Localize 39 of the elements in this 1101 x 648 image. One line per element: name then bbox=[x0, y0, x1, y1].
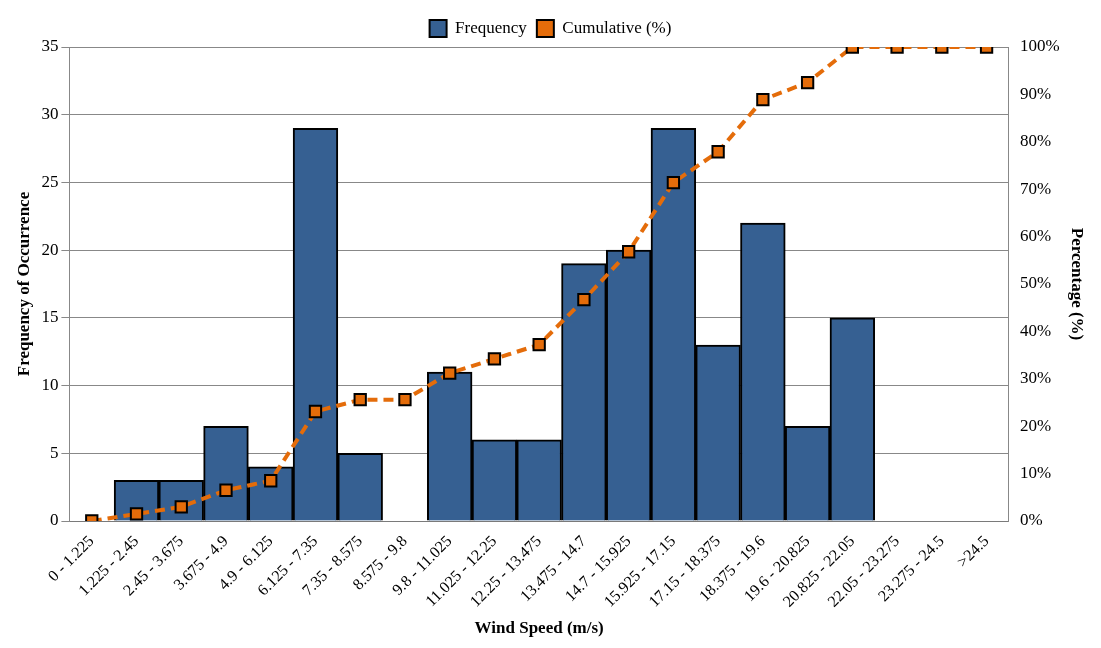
y-tick-label: 20 bbox=[41, 239, 59, 259]
point bbox=[577, 293, 591, 307]
point bbox=[756, 92, 770, 107]
y-tick-label: 5 bbox=[49, 442, 59, 462]
y2-tick-label: 90% bbox=[1019, 83, 1052, 103]
y2-tick-label: 100% bbox=[1019, 36, 1060, 56]
y2-tick-label: 70% bbox=[1019, 178, 1052, 198]
y2-tick-label: 20% bbox=[1019, 415, 1052, 435]
point bbox=[308, 404, 323, 419]
y2-tick-label: 40% bbox=[1019, 320, 1052, 340]
y-tick-label: 10 bbox=[41, 375, 59, 395]
point bbox=[487, 352, 502, 366]
point bbox=[532, 338, 546, 352]
y2-tick-label: 50% bbox=[1019, 273, 1052, 293]
y-axis-title: Frequency of Occurrence bbox=[13, 191, 33, 377]
legend-label: Cumulative (%) bbox=[562, 17, 672, 37]
x-axis-title: Wind Speed (m/s) bbox=[474, 618, 604, 638]
y-tick-label: 0 bbox=[49, 510, 59, 530]
point bbox=[129, 507, 144, 521]
point bbox=[666, 175, 681, 190]
point bbox=[219, 483, 233, 497]
point bbox=[264, 474, 278, 488]
y2-axis-title: Percentage (%) bbox=[1068, 227, 1088, 341]
y-tick-label: 30 bbox=[41, 104, 59, 124]
y2-tick-label: 30% bbox=[1019, 368, 1052, 388]
point bbox=[353, 393, 367, 407]
point bbox=[443, 366, 457, 380]
point bbox=[398, 393, 412, 407]
y2-tick-label: 80% bbox=[1019, 131, 1052, 151]
y2-tick-label: 10% bbox=[1019, 463, 1052, 483]
point bbox=[621, 245, 636, 259]
y-tick-label: 15 bbox=[41, 307, 59, 327]
point bbox=[800, 75, 815, 90]
y-tick-label: 25 bbox=[41, 171, 59, 191]
point bbox=[711, 145, 725, 159]
legend-label: Frequency bbox=[455, 17, 528, 37]
y2-tick-label: 60% bbox=[1019, 226, 1052, 246]
y-tick-label: 35 bbox=[41, 36, 59, 56]
y2-tick-label: 0% bbox=[1019, 510, 1043, 530]
